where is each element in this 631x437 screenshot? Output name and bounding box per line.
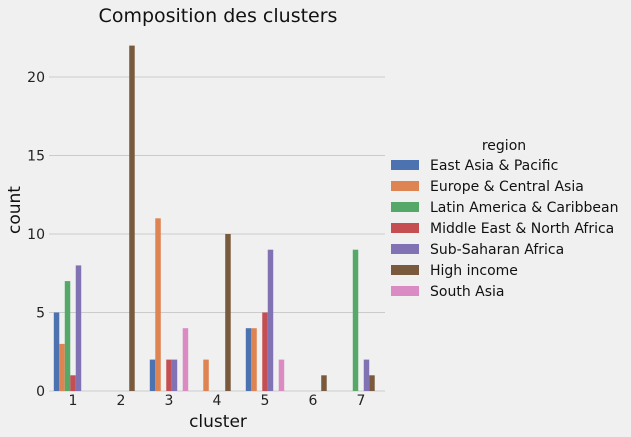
y-tick-label: 20 — [27, 70, 45, 86]
legend-entry: East Asia & Pacific — [430, 158, 558, 174]
legend-swatch — [391, 160, 419, 170]
bar — [149, 359, 156, 391]
x-tick-label: 2 — [117, 393, 126, 409]
y-tick-labels: 0 5 10 15 20 — [27, 70, 45, 400]
bar — [129, 45, 135, 391]
legend-swatch — [391, 181, 419, 191]
x-tick-label: 7 — [357, 393, 366, 409]
x-tick-labels: 1 2 3 4 5 6 7 — [69, 393, 366, 409]
bar — [59, 343, 65, 391]
x-tick-label: 5 — [261, 393, 270, 409]
legend-swatch — [391, 286, 419, 296]
legend-swatch — [391, 244, 419, 254]
grid-lines — [49, 76, 385, 392]
bar — [352, 249, 359, 391]
bar — [182, 328, 189, 391]
bar — [369, 375, 375, 391]
y-tick-label: 0 — [36, 384, 45, 400]
y-tick-label: 5 — [36, 306, 45, 322]
bar — [267, 249, 274, 391]
bar — [321, 375, 327, 391]
legend-entry: South Asia — [430, 284, 504, 300]
bars-group — [53, 45, 375, 391]
y-axis-label: count — [5, 186, 25, 234]
y-tick-label: 15 — [27, 149, 45, 165]
legend-swatch — [391, 265, 419, 275]
legend: region East Asia & Pacific Europe & Centr… — [391, 138, 619, 300]
chart-title: Composition des clusters — [99, 5, 338, 27]
legend-entry: Europe & Central Asia — [430, 179, 584, 195]
x-tick-label: 1 — [69, 393, 78, 409]
legend-entry: Sub-Saharan Africa — [430, 242, 564, 258]
bar — [64, 281, 71, 391]
legend-entry: Latin America & Caribbean — [430, 200, 619, 216]
legend-entry: Middle East & North Africa — [430, 221, 614, 237]
bar — [53, 312, 60, 391]
bar — [278, 359, 285, 391]
legend-title: region — [482, 138, 526, 154]
bar — [245, 328, 252, 391]
bar — [262, 312, 268, 391]
x-tick-label: 4 — [213, 393, 222, 409]
legend-swatch — [391, 202, 419, 212]
bar — [75, 265, 82, 391]
bar — [363, 359, 370, 391]
bar — [203, 359, 209, 391]
y-tick-label: 10 — [27, 227, 45, 243]
bar — [251, 328, 257, 391]
bar — [166, 359, 172, 391]
x-tick-label: 3 — [165, 393, 174, 409]
x-axis-label: cluster — [189, 412, 247, 432]
bar — [70, 375, 76, 391]
x-tick-label: 6 — [309, 393, 318, 409]
legend-swatch — [391, 223, 419, 233]
legend-entry: High income — [430, 263, 518, 279]
bar — [155, 218, 161, 391]
bar — [225, 234, 231, 391]
bar — [171, 359, 178, 391]
